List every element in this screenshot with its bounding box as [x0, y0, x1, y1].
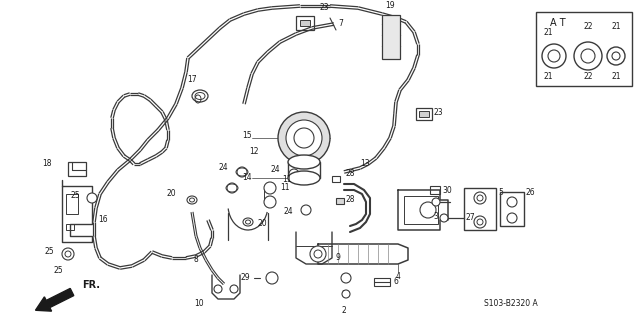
Circle shape: [507, 213, 517, 223]
Text: 12: 12: [249, 147, 259, 156]
Ellipse shape: [192, 90, 208, 102]
Text: 14: 14: [243, 174, 252, 182]
Circle shape: [420, 202, 436, 218]
Text: 25: 25: [53, 266, 63, 275]
Circle shape: [286, 120, 322, 156]
Bar: [66, 224, 74, 230]
Text: 1: 1: [342, 290, 346, 299]
Text: 20: 20: [258, 219, 268, 228]
Circle shape: [314, 250, 322, 258]
Text: A T: A T: [550, 18, 566, 28]
Bar: [416, 108, 432, 120]
Text: 10: 10: [195, 299, 204, 308]
Circle shape: [264, 182, 276, 194]
Bar: [464, 188, 496, 230]
Text: 15: 15: [243, 131, 252, 140]
Circle shape: [214, 285, 222, 293]
Circle shape: [477, 219, 483, 225]
Circle shape: [227, 183, 237, 193]
Circle shape: [474, 192, 486, 204]
Circle shape: [278, 112, 330, 164]
Text: 25: 25: [70, 190, 80, 199]
Circle shape: [507, 197, 517, 207]
Text: 13: 13: [360, 159, 370, 168]
Text: 9: 9: [336, 254, 341, 263]
Text: 18: 18: [42, 160, 52, 168]
Bar: [500, 192, 524, 226]
Circle shape: [607, 47, 625, 65]
Bar: [300, 20, 310, 26]
FancyArrow shape: [35, 288, 74, 311]
Text: 27: 27: [466, 213, 476, 222]
Text: 24: 24: [284, 207, 293, 217]
Text: 29: 29: [241, 273, 250, 283]
Circle shape: [440, 214, 448, 222]
Text: 23: 23: [320, 3, 330, 12]
Bar: [336, 198, 344, 204]
Circle shape: [65, 251, 71, 257]
Circle shape: [301, 205, 311, 215]
Circle shape: [432, 198, 440, 206]
Bar: [430, 186, 440, 194]
Bar: [68, 162, 86, 176]
Text: 11: 11: [282, 175, 291, 184]
Text: 28: 28: [346, 169, 355, 179]
Circle shape: [477, 195, 483, 201]
Bar: [296, 16, 314, 30]
Bar: [332, 176, 340, 182]
Circle shape: [581, 49, 595, 63]
Circle shape: [310, 246, 326, 262]
Text: 16: 16: [98, 216, 108, 225]
Circle shape: [294, 128, 314, 148]
Bar: [404, 196, 438, 224]
Circle shape: [574, 42, 602, 70]
Text: 28: 28: [346, 196, 355, 204]
Text: 25: 25: [44, 248, 54, 256]
Text: 23: 23: [434, 108, 444, 117]
Bar: [419, 111, 429, 117]
Bar: [374, 278, 390, 286]
Circle shape: [341, 273, 351, 283]
Text: 24: 24: [270, 166, 280, 174]
Ellipse shape: [288, 171, 320, 185]
Ellipse shape: [288, 155, 320, 169]
Text: S103-B2320 A: S103-B2320 A: [484, 299, 538, 308]
Text: 8: 8: [193, 256, 198, 264]
Circle shape: [62, 248, 74, 260]
Text: 3: 3: [433, 212, 438, 221]
Text: 19: 19: [385, 1, 395, 10]
Text: 26: 26: [526, 188, 536, 197]
Bar: [66, 194, 78, 214]
Text: 21: 21: [611, 22, 621, 31]
Text: 7: 7: [338, 19, 343, 28]
Text: FR.: FR.: [82, 280, 100, 290]
Circle shape: [612, 52, 620, 60]
Text: 6: 6: [394, 278, 399, 286]
Text: 21: 21: [543, 72, 553, 81]
Circle shape: [237, 167, 247, 177]
Text: 5: 5: [498, 188, 503, 197]
Circle shape: [264, 196, 276, 208]
Text: 22: 22: [583, 22, 593, 31]
Circle shape: [542, 44, 566, 68]
Circle shape: [230, 285, 238, 293]
Circle shape: [548, 50, 560, 62]
Text: 20: 20: [166, 189, 176, 197]
Circle shape: [342, 290, 350, 298]
Text: 24: 24: [218, 164, 228, 173]
Bar: [536, 12, 632, 86]
Text: 21: 21: [611, 72, 621, 81]
Text: 17: 17: [187, 75, 197, 84]
Text: 4: 4: [396, 272, 401, 281]
Text: 21: 21: [543, 28, 553, 37]
Circle shape: [474, 216, 486, 228]
Text: 2: 2: [342, 306, 346, 315]
Text: 22: 22: [583, 72, 593, 81]
Circle shape: [87, 193, 97, 203]
Text: 11: 11: [280, 183, 289, 192]
Circle shape: [289, 169, 299, 179]
Text: 30: 30: [442, 186, 452, 195]
Circle shape: [266, 272, 278, 284]
Bar: [382, 15, 400, 59]
